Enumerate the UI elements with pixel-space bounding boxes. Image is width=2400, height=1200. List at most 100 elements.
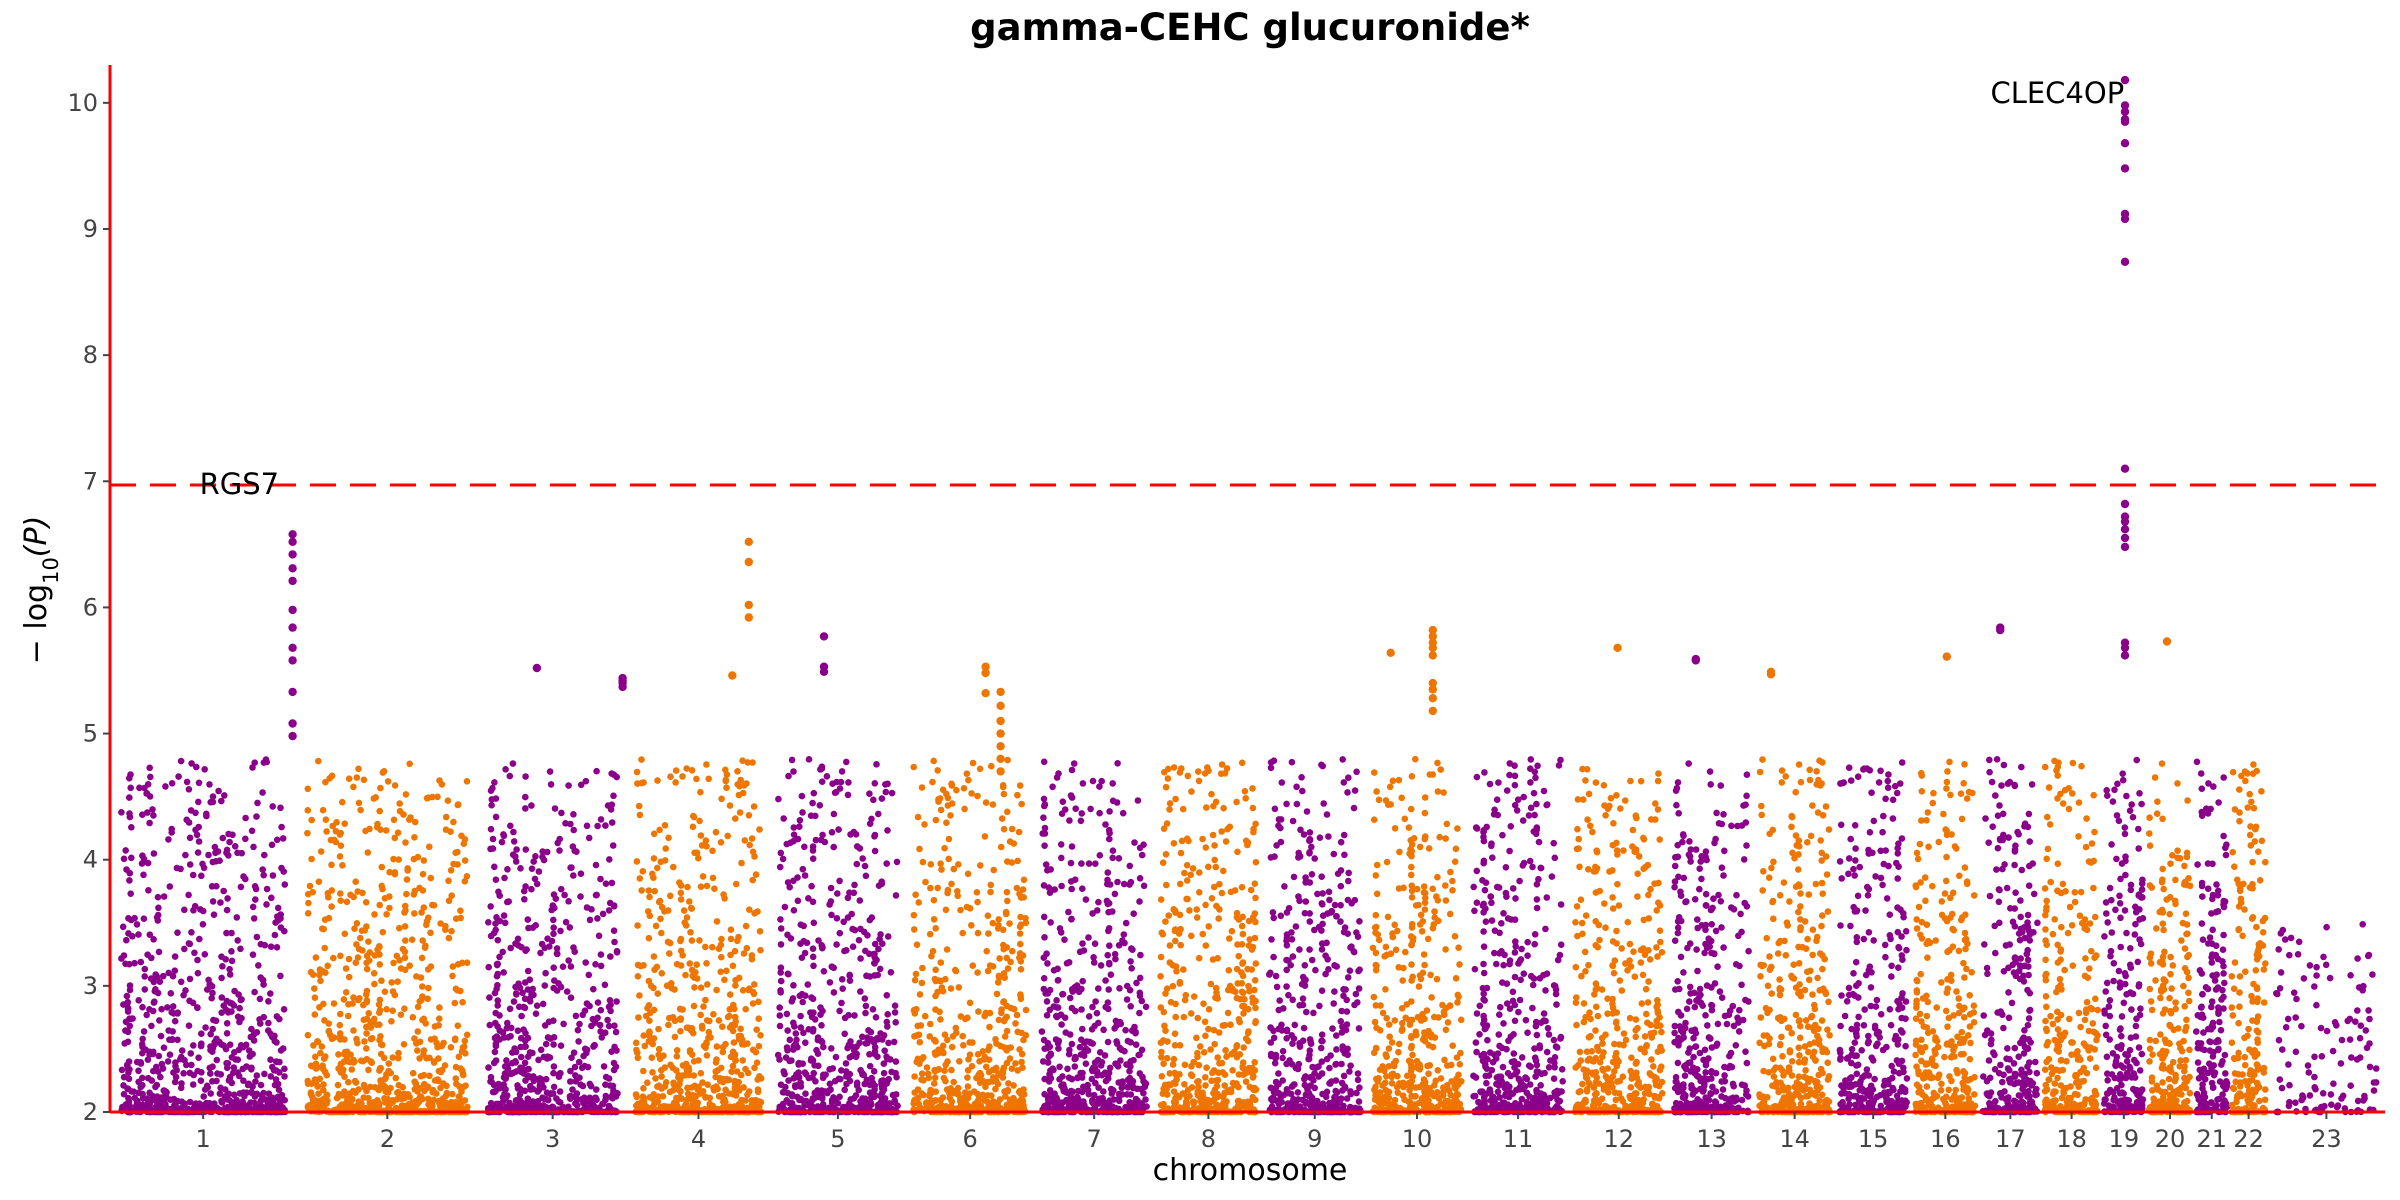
snp-point <box>646 1017 653 1024</box>
snp-point <box>304 890 312 898</box>
snp-point <box>407 814 414 821</box>
snp-point <box>878 1097 885 1105</box>
snp-point <box>1016 1098 1024 1105</box>
snp-point <box>522 793 529 801</box>
snp-point <box>654 1083 661 1090</box>
snp-point <box>871 780 879 787</box>
snp-point <box>1058 810 1066 817</box>
snp-point <box>797 1024 805 1031</box>
snp-point <box>328 861 335 869</box>
snp-point <box>146 931 154 938</box>
snp-point <box>646 1029 653 1036</box>
snp-point <box>250 915 258 922</box>
snp-point <box>209 798 217 806</box>
snp-point <box>273 944 281 951</box>
snp-point <box>777 977 785 985</box>
snp-point <box>236 1004 243 1012</box>
snp-point <box>1014 857 1021 865</box>
snp-point <box>1000 970 1008 977</box>
snp-point <box>799 809 806 816</box>
snp-point <box>491 1034 499 1042</box>
snp-point <box>1066 817 1073 824</box>
snp-point <box>994 925 1002 932</box>
snp-point <box>818 778 826 785</box>
snp-point <box>158 1005 165 1013</box>
snp-point <box>1053 1094 1060 1101</box>
snp-point <box>192 809 199 817</box>
snp-point <box>391 834 399 842</box>
snp-point <box>1065 908 1072 916</box>
snp-point <box>955 984 963 991</box>
snp-point <box>1041 842 1048 849</box>
snp-point <box>914 1086 922 1093</box>
snp-point <box>348 1102 355 1110</box>
snp-point <box>201 766 208 773</box>
snp-point <box>394 978 402 985</box>
snp-point <box>122 847 129 854</box>
snp-point <box>559 963 567 970</box>
snp-point <box>169 972 177 980</box>
snp-point <box>997 843 1005 851</box>
snp-point <box>636 811 644 819</box>
snp-point <box>748 952 756 959</box>
snp-point <box>567 994 575 1001</box>
snp-point <box>355 799 363 807</box>
snp-point <box>260 871 268 879</box>
snp-point <box>1079 780 1087 787</box>
snp-point <box>650 1101 658 1108</box>
snp-point <box>745 812 753 819</box>
snp-point <box>1220 804 1227 812</box>
snp-point <box>893 858 901 866</box>
snp-point <box>263 885 271 893</box>
snp-point <box>1222 838 1230 845</box>
snp-point <box>257 1102 264 1109</box>
snp-point <box>869 1006 877 1013</box>
snp-point <box>150 1048 157 1056</box>
snp-point <box>717 839 725 846</box>
snp-point <box>338 1101 346 1108</box>
snp-point <box>1002 908 1010 916</box>
snp-point <box>174 1036 181 1044</box>
snp-point <box>1010 840 1018 847</box>
snp-point <box>395 1081 403 1089</box>
snp-point <box>843 1080 850 1088</box>
snp-point <box>271 931 279 939</box>
snp-point <box>550 916 557 924</box>
snp-point <box>273 1039 280 1046</box>
snp-point <box>892 1019 899 1026</box>
snp-point <box>975 1008 982 1015</box>
snp-point <box>185 891 192 899</box>
snp-point <box>262 756 270 763</box>
snp-point <box>142 1046 149 1053</box>
snp-point <box>1134 1097 1141 1104</box>
snp-point <box>225 1077 233 1084</box>
snp-point <box>632 1039 640 1047</box>
snp-point <box>230 1064 238 1071</box>
snp-point <box>757 946 764 954</box>
snp-point <box>194 849 202 856</box>
snp-point <box>570 872 577 879</box>
snp-point <box>836 877 843 885</box>
snp-point <box>633 858 641 865</box>
snp-point <box>124 1038 132 1046</box>
snp-point <box>1114 878 1121 886</box>
snp-point <box>363 1087 370 1095</box>
snp-point <box>1208 895 1216 902</box>
snp-point <box>193 1103 200 1110</box>
snp-point <box>635 802 643 810</box>
snp-point <box>1126 1067 1133 1075</box>
snp-point <box>355 765 362 773</box>
snp-point <box>451 1036 459 1044</box>
snp-point <box>585 971 593 979</box>
snp-point <box>557 885 565 893</box>
snp-point <box>836 1007 843 1015</box>
snp-point <box>186 997 193 1005</box>
snp-point <box>1043 998 1051 1005</box>
snp-point <box>1057 841 1065 848</box>
snp-point <box>185 786 193 793</box>
snp-point <box>668 980 675 987</box>
snp-point <box>711 885 718 892</box>
snp-point <box>610 1059 618 1067</box>
snp-point <box>413 1039 420 1047</box>
snp-point <box>866 1081 874 1089</box>
